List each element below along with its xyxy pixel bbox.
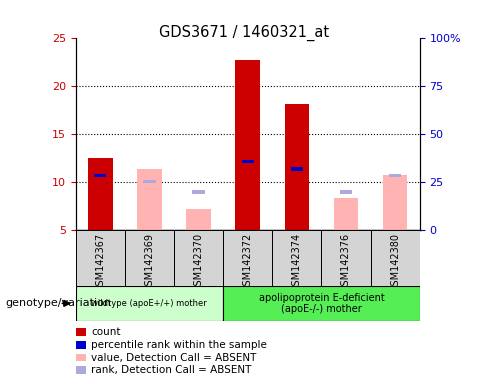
Text: rank, Detection Call = ABSENT: rank, Detection Call = ABSENT: [91, 365, 252, 375]
Text: genotype/variation: genotype/variation: [5, 298, 111, 308]
FancyBboxPatch shape: [125, 230, 174, 286]
Text: wildtype (apoE+/+) mother: wildtype (apoE+/+) mother: [91, 299, 207, 308]
Text: GSM142376: GSM142376: [341, 233, 351, 292]
Bar: [340, 190, 352, 194]
Text: GSM142380: GSM142380: [390, 233, 400, 292]
Bar: [143, 180, 156, 183]
Text: count: count: [91, 327, 121, 337]
FancyBboxPatch shape: [370, 230, 420, 286]
Text: GSM142367: GSM142367: [95, 233, 105, 292]
Text: GSM142369: GSM142369: [144, 233, 154, 292]
Bar: [88, 158, 113, 230]
Text: value, Detection Call = ABSENT: value, Detection Call = ABSENT: [91, 353, 257, 362]
Bar: [242, 160, 254, 163]
Bar: [285, 104, 309, 230]
FancyBboxPatch shape: [223, 230, 272, 286]
Text: GDS3671 / 1460321_at: GDS3671 / 1460321_at: [159, 25, 329, 41]
FancyBboxPatch shape: [223, 286, 420, 321]
Bar: [389, 174, 401, 177]
Bar: [94, 174, 106, 177]
Bar: [192, 190, 204, 194]
Bar: [137, 169, 162, 230]
FancyBboxPatch shape: [174, 230, 223, 286]
Bar: [235, 60, 260, 230]
FancyBboxPatch shape: [76, 230, 125, 286]
Text: apolipoprotein E-deficient
(apoE-/-) mother: apolipoprotein E-deficient (apoE-/-) mot…: [259, 293, 384, 314]
FancyBboxPatch shape: [322, 230, 370, 286]
Text: GSM142372: GSM142372: [243, 233, 253, 293]
Bar: [383, 175, 407, 230]
Text: percentile rank within the sample: percentile rank within the sample: [91, 340, 267, 350]
Text: GSM142370: GSM142370: [194, 233, 203, 292]
FancyBboxPatch shape: [272, 230, 322, 286]
FancyBboxPatch shape: [76, 286, 223, 321]
Text: GSM142374: GSM142374: [292, 233, 302, 292]
Bar: [334, 198, 358, 230]
Bar: [291, 167, 303, 170]
Bar: [186, 209, 211, 230]
